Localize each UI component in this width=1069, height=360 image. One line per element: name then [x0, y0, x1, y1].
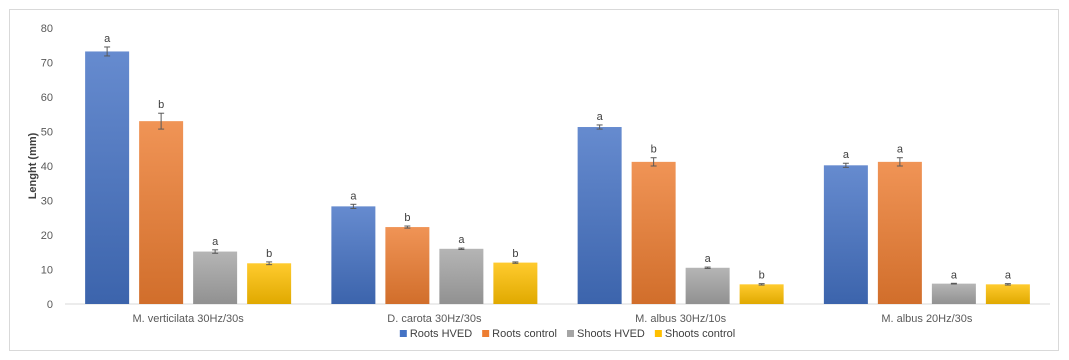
- y-tick-label: 70: [41, 58, 53, 70]
- legend-swatch: [654, 330, 662, 337]
- legend-item-roots-hved: Roots HVED: [399, 328, 472, 340]
- error-bar-roots-hved-1: [104, 46, 111, 57]
- bar-roots-hved-2: [331, 206, 376, 304]
- significance-letter: b: [759, 270, 765, 282]
- error-bar-shoots-control-1: [266, 261, 273, 266]
- bar-shoots-hved-4: [931, 283, 976, 304]
- bar-roots-hved-1: [85, 51, 130, 305]
- legend: Roots HVED Roots control Shoots HVED Shoots…: [399, 328, 735, 340]
- bar-roots-hved-4: [823, 165, 868, 304]
- significance-letter: a: [705, 253, 712, 265]
- bar-shoots-hved-2: [439, 248, 484, 304]
- bar-shoots-hved-3: [685, 267, 730, 304]
- significance-letter: a: [1005, 270, 1012, 282]
- legend-label: Roots HVED: [410, 328, 472, 340]
- error-bar-roots-hved-4: [842, 162, 849, 168]
- bar-roots-control-1: [139, 121, 184, 305]
- significance-letter: b: [651, 144, 657, 156]
- significance-letter: a: [951, 269, 958, 281]
- bar-roots-control-2: [385, 227, 430, 304]
- error-bars: [104, 46, 1011, 286]
- legend-swatch: [482, 330, 490, 337]
- bar-chart: 0 10 20 30 40 50 60 70 80 a b a b a b a b a b a b a a a a M. ve…: [27, 23, 1050, 340]
- error-bar-roots-control-4: [896, 157, 903, 167]
- error-bar-shoots-hved-3: [704, 266, 711, 269]
- y-tick-label: 0: [47, 299, 53, 311]
- y-axis-title: Lenght (mm): [27, 132, 39, 199]
- error-bar-roots-hved-3: [596, 124, 603, 130]
- x-axis-labels: M. verticilata 30Hz/30s D. carota 30Hz/30…: [132, 313, 972, 325]
- significance-letter: a: [897, 144, 904, 156]
- significance-letter: a: [104, 33, 111, 45]
- x-tick-label: M. albus 20Hz/30s: [881, 313, 973, 325]
- y-tick-label: 30: [41, 196, 53, 208]
- error-bar-roots-hved-2: [350, 203, 357, 209]
- x-tick-label: M. albus 30Hz/10s: [635, 313, 727, 325]
- error-bar-roots-control-3: [650, 157, 657, 167]
- error-bar-roots-control-2: [404, 225, 411, 229]
- significance-letter: b: [404, 212, 410, 224]
- legend-label: Shoots control: [665, 328, 735, 340]
- chart-frame: 0 10 20 30 40 50 60 70 80 a b a b a b a b a b a b a a a a M. ve…: [9, 9, 1059, 351]
- legend-label: Shoots HVED: [577, 328, 645, 340]
- bar-shoots-control-1: [247, 263, 292, 304]
- bars: [85, 51, 1030, 305]
- bar-shoots-control-3: [739, 284, 784, 304]
- y-tick-label: 20: [41, 230, 53, 242]
- legend-item-shoots-control: Shoots control: [654, 328, 735, 340]
- significance-letter: b: [512, 248, 518, 260]
- error-bar-shoots-hved-1: [212, 249, 219, 254]
- significance-letter: b: [266, 248, 272, 260]
- bar-shoots-hved-1: [193, 251, 238, 304]
- error-bar-shoots-control-4: [1004, 283, 1011, 286]
- x-tick-label: D. carota 30Hz/30s: [387, 313, 482, 325]
- error-bar-shoots-hved-4: [950, 282, 957, 285]
- bar-roots-hved-3: [577, 127, 622, 304]
- significance-letter: a: [350, 190, 357, 202]
- significance-letter: a: [212, 236, 219, 248]
- error-bar-shoots-control-2: [512, 261, 519, 264]
- error-bar-roots-control-1: [158, 112, 165, 130]
- significance-letter: b: [158, 99, 164, 111]
- significance-letter: a: [597, 111, 604, 123]
- y-axis-ticks: 0 10 20 30 40 50 60 70 80: [41, 23, 53, 311]
- legend-swatch: [566, 330, 574, 337]
- legend-item-shoots-hved: Shoots HVED: [566, 328, 645, 340]
- bar-shoots-control-2: [493, 262, 538, 304]
- legend-label: Roots control: [492, 328, 557, 340]
- y-tick-label: 50: [41, 127, 53, 139]
- significance-letter: a: [458, 234, 465, 246]
- bar-roots-control-3: [631, 161, 676, 304]
- x-tick-label: M. verticilata 30Hz/30s: [132, 313, 244, 325]
- significance-letter: a: [843, 149, 850, 161]
- legend-item-roots-control: Roots control: [482, 328, 557, 340]
- y-tick-label: 40: [41, 161, 53, 173]
- y-tick-label: 80: [41, 23, 53, 35]
- significance-letters: a b a b a b a b a b a b a a a a: [104, 33, 1012, 282]
- bar-shoots-control-4: [985, 284, 1030, 304]
- legend-swatch: [399, 330, 407, 337]
- y-tick-label: 10: [41, 265, 53, 277]
- error-bar-shoots-hved-2: [458, 247, 465, 250]
- error-bar-shoots-control-3: [758, 283, 765, 286]
- y-tick-label: 60: [41, 92, 53, 104]
- bar-roots-control-4: [877, 161, 922, 304]
